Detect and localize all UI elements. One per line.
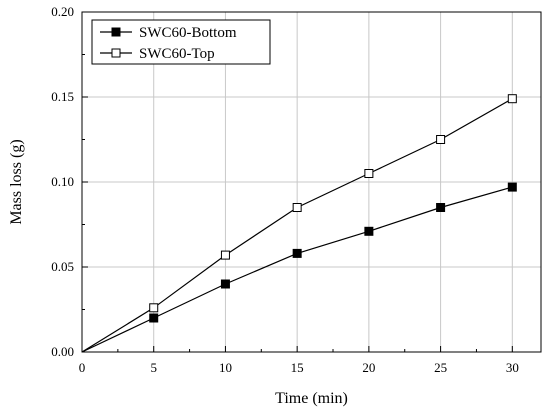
x-axis-title: Time (min) [275, 390, 348, 407]
y-tick-label: 0.15 [51, 89, 74, 104]
legend-box [91, 19, 271, 65]
data-point-open-square [507, 94, 517, 104]
y-tick-label: 0.20 [51, 4, 74, 19]
legend-marker-open-square [111, 48, 121, 58]
legend: SWC60-Bottom SWC60-Top [91, 19, 271, 65]
y-tick-label: 0.00 [51, 344, 74, 359]
series-layer [81, 94, 517, 353]
data-point-filled-square [507, 182, 517, 192]
x-tick-label: 5 [150, 360, 157, 375]
data-point-filled-square [220, 279, 230, 289]
x-tick-label: 30 [506, 360, 519, 375]
legend-entry-swc60-bottom: SWC60-Bottom [100, 25, 237, 41]
tick-labels: 0 5 10 15 20 25 30 0.00 0.05 0.10 0.15 0.20 [51, 4, 519, 375]
data-point-open-square [292, 203, 302, 212]
data-point-filled-square [292, 248, 302, 258]
data-point-open-square [364, 169, 374, 178]
series-swc60-bottom [81, 182, 517, 353]
y-axis-title: Mass loss (g) [8, 139, 25, 224]
data-point-open-square [220, 250, 230, 260]
legend-entry-swc60-top: SWC60-Top [100, 46, 215, 62]
data-point-open-square [436, 135, 446, 144]
legend-label: SWC60-Bottom [139, 25, 237, 41]
legend-label: SWC60-Top [139, 46, 215, 62]
x-tick-label: 10 [219, 360, 232, 375]
axis-ticks [81, 11, 513, 353]
data-point-filled-square [364, 226, 374, 236]
series-swc60-top [81, 94, 517, 353]
data-point-filled-square [149, 313, 159, 323]
legend-marker-filled-square [111, 27, 121, 37]
y-tick-label: 0.10 [51, 174, 74, 189]
data-point-open-square [149, 303, 159, 313]
x-tick-label: 15 [291, 360, 304, 375]
x-tick-label: 25 [434, 360, 447, 375]
x-tick-label: 20 [362, 360, 375, 375]
x-tick-label: 0 [79, 360, 86, 375]
y-tick-label: 0.05 [51, 259, 74, 274]
data-point-filled-square [436, 203, 446, 212]
grid-lines [82, 12, 541, 352]
